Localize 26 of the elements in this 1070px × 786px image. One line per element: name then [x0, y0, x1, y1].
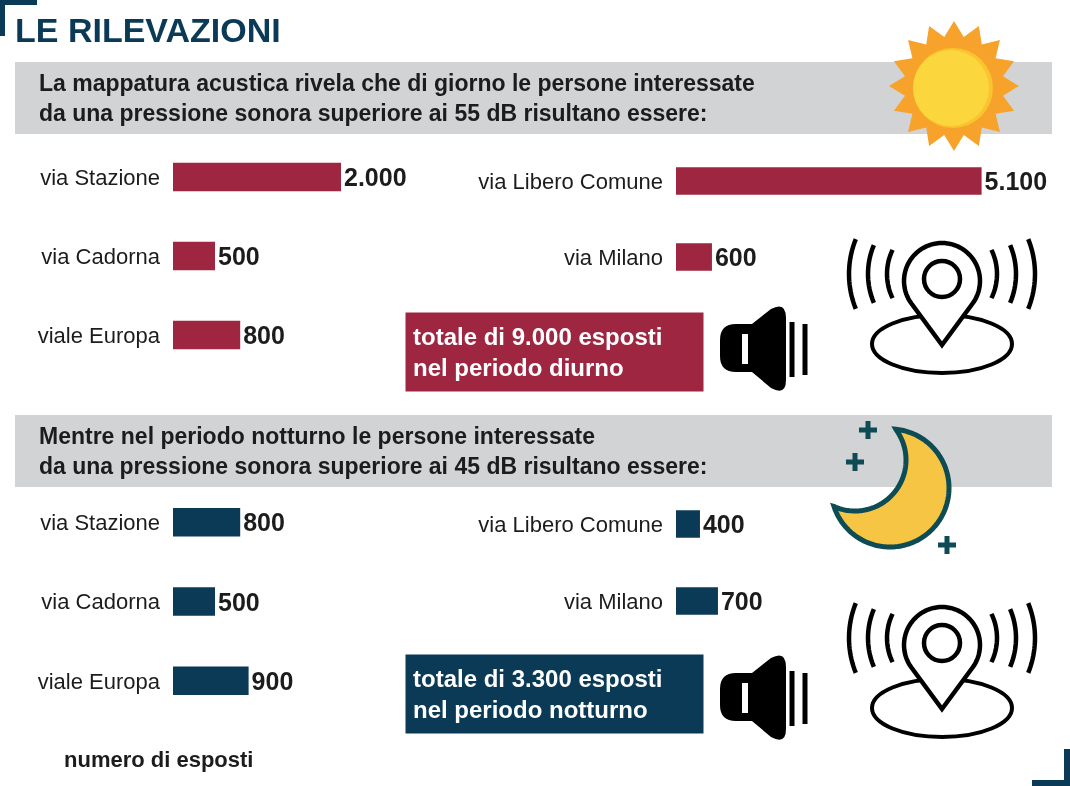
data-label: 800	[243, 508, 285, 537]
y-tick-label: via Milano	[563, 588, 663, 614]
y-tick-label: via Cadorna	[41, 243, 161, 269]
text: totale di 3.300 esposti nel periodo notturno	[413, 664, 663, 724]
data-label: 800	[243, 321, 285, 349]
data-label: 900	[251, 666, 294, 695]
data-label: 2.000	[344, 163, 407, 191]
y-tick-label: viale Europa	[37, 668, 161, 694]
text: Mentre nel periodo notturno le persone interessate da una pressione sonora superiore ai 45 dB risultano essere:	[39, 423, 708, 479]
data-label: 500	[218, 587, 260, 616]
data-label: 5.100	[984, 167, 1048, 195]
data-label: 400	[702, 510, 745, 538]
data-label: 700	[720, 587, 763, 615]
y-tick-label: via Milano	[563, 244, 663, 270]
y-tick-label: via Libero Comune	[478, 511, 663, 537]
y-tick-label: via Stazione	[40, 509, 160, 535]
y-tick-label: via Cadorna	[41, 589, 161, 615]
text: La mappatura acustica rivela che di giorno le persone interessate da una pressione sonora superiore ai 55 dB risultano essere:	[39, 70, 755, 126]
chart-title: LE RILEVAZIONI	[15, 10, 281, 49]
data-label: 500	[218, 242, 260, 270]
text: totale di 9.000 esposti nel periodo diurno	[413, 322, 663, 382]
y-tick-label: via Libero Comune	[478, 168, 663, 194]
x-axis-title: numero di esposti	[64, 747, 254, 772]
data-label: 600	[714, 243, 757, 271]
y-tick-label: via Stazione	[40, 164, 160, 190]
y-tick-label: viale Europa	[37, 322, 161, 348]
